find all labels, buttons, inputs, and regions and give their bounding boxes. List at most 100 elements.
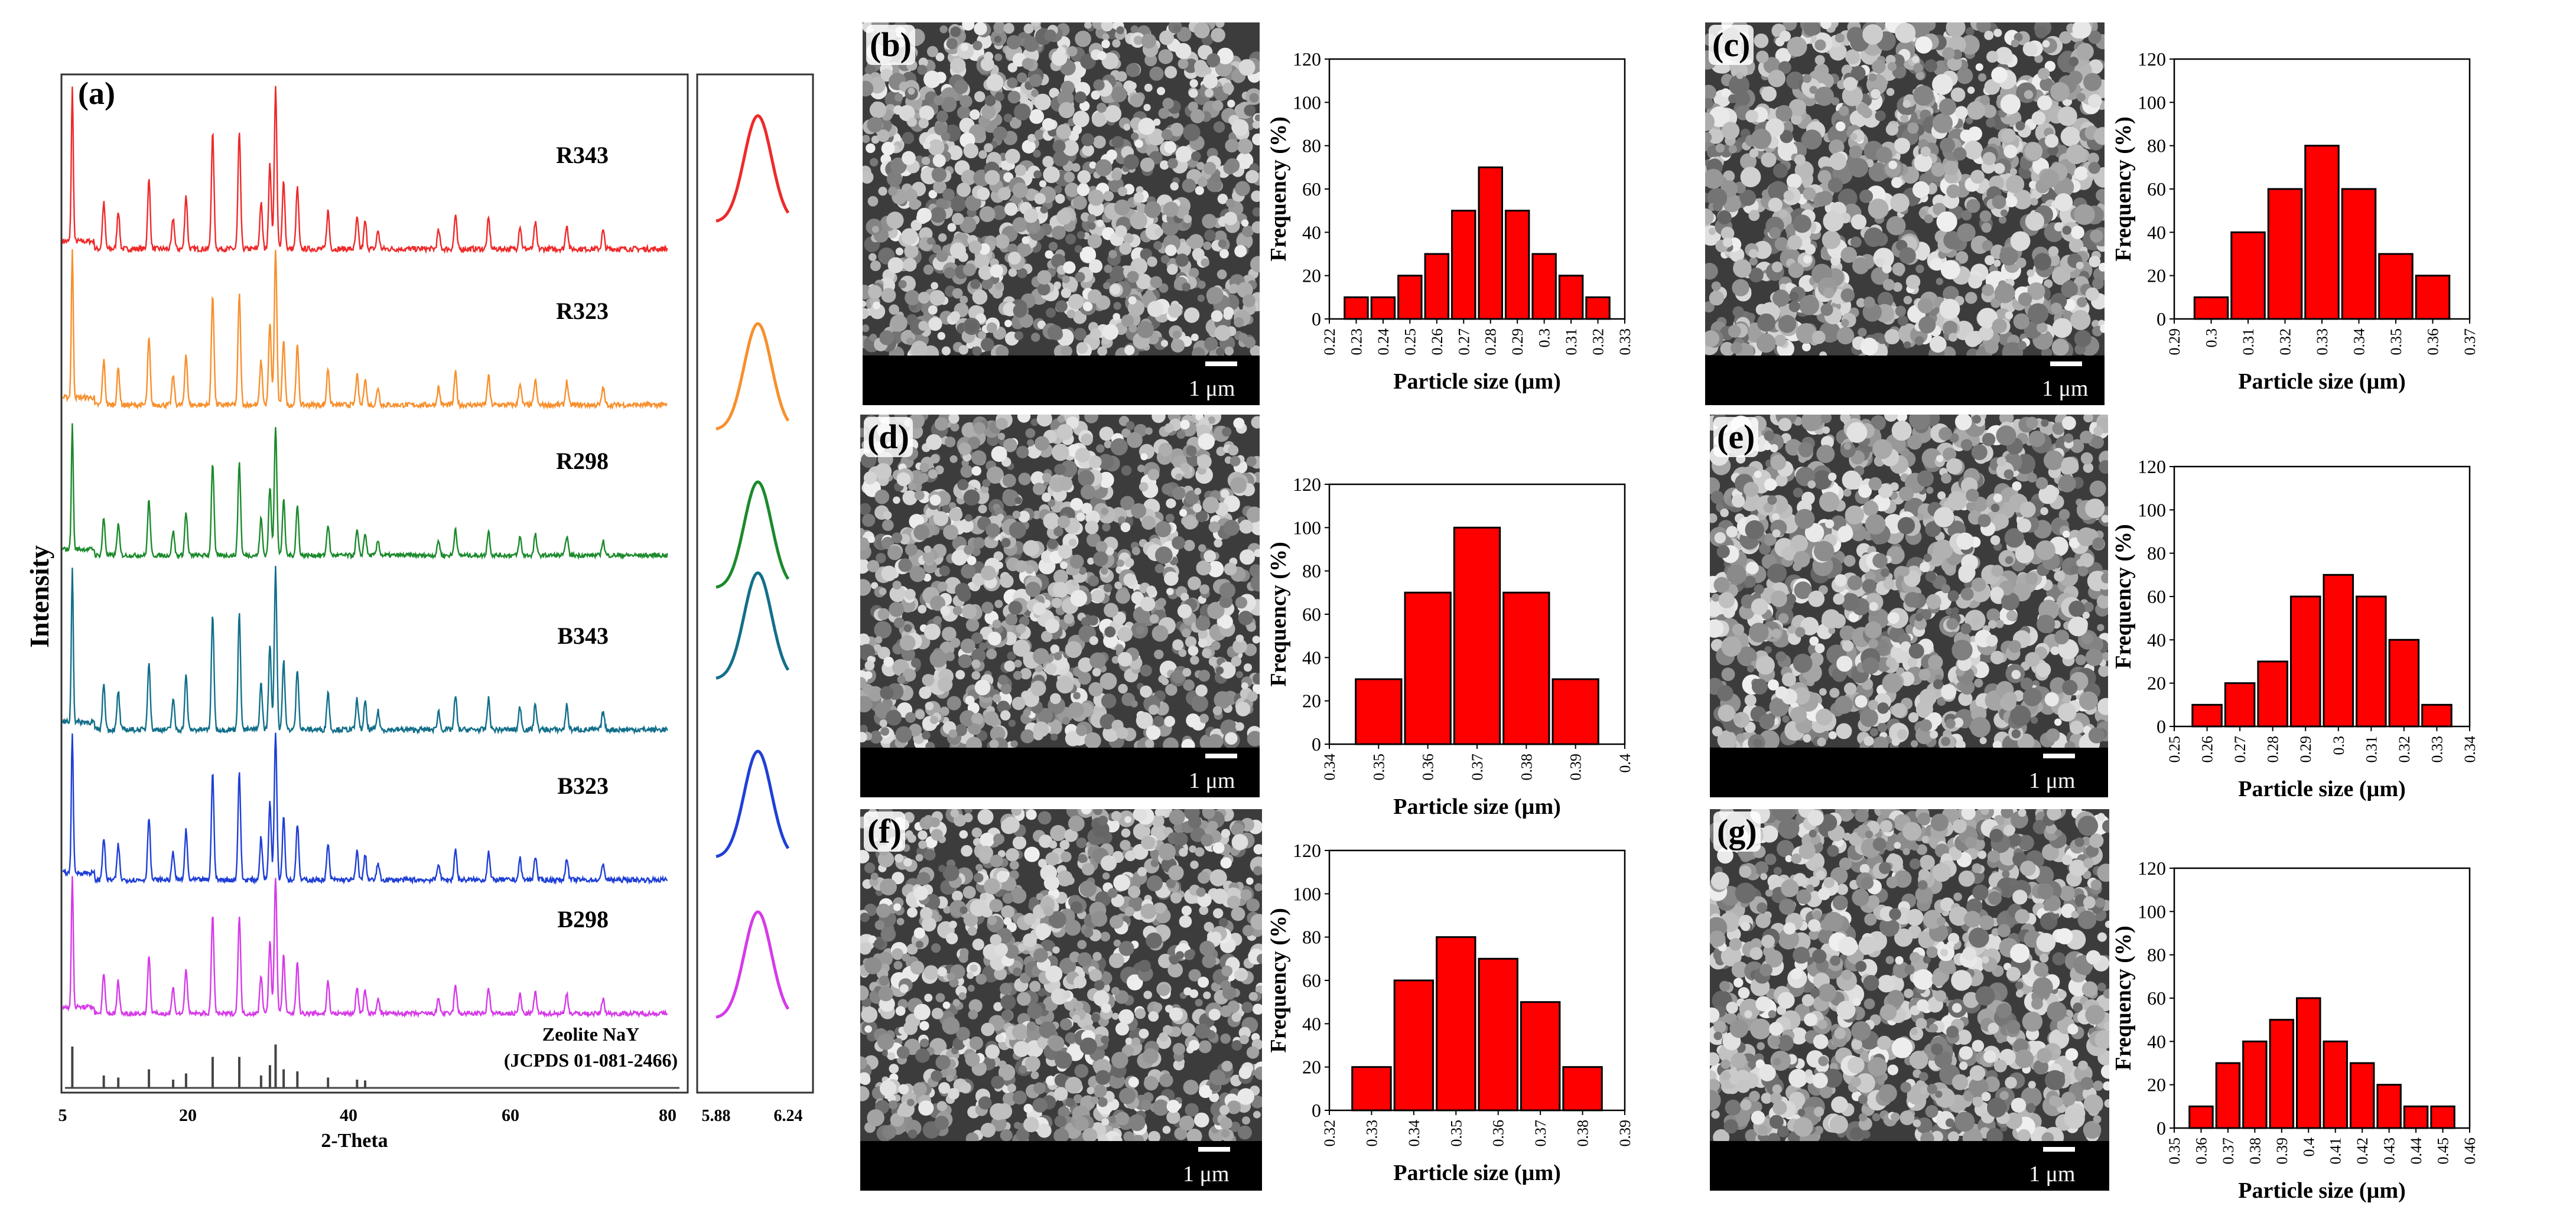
sem-grain	[929, 650, 948, 668]
sem-grain	[1105, 547, 1114, 556]
sem-grain	[1056, 209, 1072, 225]
sem-grain	[1828, 472, 1837, 481]
sem-grain	[1014, 497, 1022, 504]
sem-grain	[2054, 222, 2064, 232]
sem-grain	[2088, 30, 2102, 44]
sem-grain	[1814, 39, 1826, 51]
scale-bar	[2050, 361, 2082, 366]
sem-grain	[1728, 145, 1737, 154]
sem-grain	[1881, 568, 1889, 578]
sem-grain	[1235, 634, 1244, 643]
sem-grain	[871, 582, 879, 589]
sem-grain	[1062, 275, 1070, 283]
sem-grain	[1951, 607, 1959, 615]
sem-grain	[1966, 198, 1980, 213]
sem-grain	[1793, 562, 1802, 572]
sem-grain	[1007, 90, 1021, 104]
sem-grain	[868, 285, 882, 299]
sem-grain	[1788, 262, 1804, 278]
sem-grain	[1108, 250, 1117, 259]
sem-grain	[1252, 133, 1260, 146]
sem-grain	[1196, 454, 1212, 469]
sem-grain	[1252, 120, 1260, 129]
sem-grain	[1161, 677, 1169, 686]
sem-grain	[972, 537, 985, 549]
sem-grain	[2054, 193, 2073, 212]
sem-grain	[874, 463, 892, 480]
sem-grain	[1096, 444, 1105, 453]
sem-grain	[1037, 282, 1050, 296]
sem-grain	[1242, 225, 1254, 237]
sem-grain	[2058, 509, 2070, 520]
sem-grain	[1710, 601, 1722, 617]
sem-grain	[1241, 219, 1249, 227]
sem-grain	[1101, 22, 1114, 32]
sem-grain	[1183, 123, 1201, 141]
sem-grain	[1050, 644, 1060, 654]
sem-grain	[1768, 70, 1785, 87]
sem-grain	[1020, 729, 1035, 744]
sem-grain	[1064, 182, 1079, 197]
sem-grain	[910, 340, 928, 358]
sem-grain	[1814, 86, 1835, 106]
sem-grain	[2022, 41, 2038, 57]
sem-grain	[1000, 574, 1014, 588]
sem-grain	[2050, 82, 2070, 102]
sem-grain	[2076, 262, 2084, 270]
sem-grain	[2050, 646, 2060, 656]
sem-grain	[919, 227, 933, 241]
sem-grain	[1159, 160, 1169, 170]
sem-grain	[1984, 31, 1994, 40]
sem-grain	[1239, 549, 1256, 565]
sem-grain	[1816, 445, 1835, 464]
sem-grain	[1972, 415, 1982, 424]
sem-grain	[970, 723, 981, 735]
sem-grain	[1081, 434, 1093, 446]
sem-grain	[1104, 105, 1122, 123]
sem-grain	[2060, 126, 2081, 146]
sem-grain	[1072, 110, 1089, 128]
sem-grain	[1150, 276, 1163, 289]
sem-grain	[1993, 162, 2005, 174]
sem-grain	[993, 126, 1007, 141]
sem-grain	[967, 556, 977, 565]
sem-grain	[1744, 694, 1757, 706]
sem-grain	[1062, 139, 1079, 157]
sem-grain	[876, 553, 886, 563]
sem-grain	[1152, 415, 1166, 423]
sem-grain	[1918, 209, 1927, 217]
sem-grain	[1023, 709, 1031, 717]
sem-grain	[1005, 148, 1020, 164]
sem-grain	[1993, 28, 2002, 37]
sem-grain	[1075, 272, 1085, 282]
sem-grain	[1171, 670, 1185, 684]
sem-grain	[1868, 477, 1882, 491]
sem-grain	[1008, 719, 1016, 727]
sem-grain	[936, 110, 948, 123]
sem-grain	[972, 346, 982, 356]
sem-grain	[2077, 566, 2089, 577]
sem-grain	[1711, 281, 1721, 291]
sem-grain	[937, 676, 953, 692]
sem-grain	[921, 157, 931, 165]
reference-code: (JCPDS 01-081-2466)	[504, 1050, 678, 1071]
sem-grain	[2059, 31, 2072, 44]
sem-grain	[948, 507, 963, 522]
sem-grain	[1803, 22, 1819, 37]
sem-grain	[882, 519, 894, 532]
sem-grain	[1219, 582, 1236, 599]
sem-grain	[1820, 415, 1832, 423]
sem-grain	[1121, 465, 1132, 476]
sem-grain	[944, 267, 956, 279]
sem-grain	[2015, 545, 2034, 564]
sem-grain	[1966, 117, 1973, 125]
sem-grain	[1764, 442, 1772, 451]
sem-grain	[2089, 255, 2101, 268]
sem-grain	[1017, 268, 1027, 279]
sem-grain	[2041, 419, 2049, 427]
sem-grain	[1009, 522, 1026, 539]
sem-grain	[2098, 665, 2108, 677]
sem-grain	[1043, 513, 1060, 530]
sem-grain	[1979, 210, 1992, 222]
sem-grain	[901, 647, 915, 661]
